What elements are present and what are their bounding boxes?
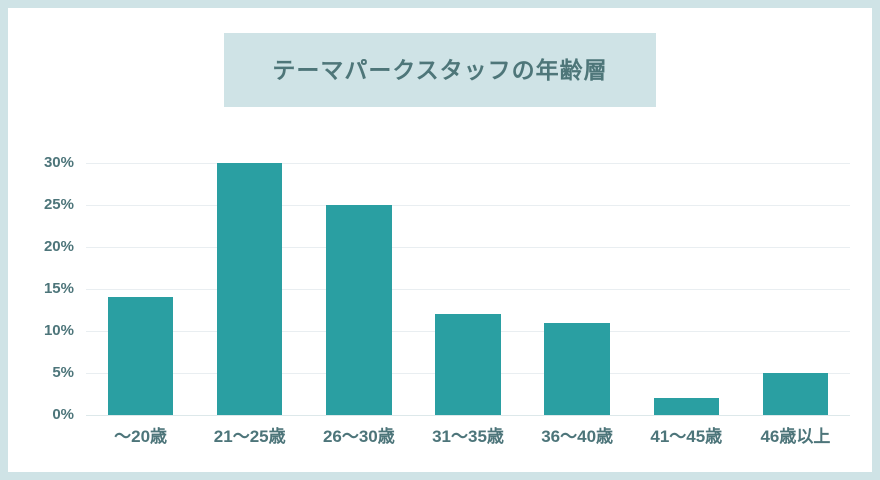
chart-title: テーマパークスタッフの年齢層 (272, 57, 608, 83)
bar-column (86, 163, 195, 415)
bar-column (741, 163, 850, 415)
bar-column (195, 163, 304, 415)
bar (544, 322, 610, 415)
x-tick-label: 41〜45歳 (650, 427, 723, 446)
plot-area: 〜20歳 21〜25歳 26〜30歳 31〜35歳 36〜40歳 41〜45歳 46歳以上 (86, 162, 850, 446)
gridline (86, 204, 850, 206)
x-tick-label: 21〜25歳 (213, 427, 286, 446)
y-tick-label: 30% (43, 154, 74, 171)
x-tick-label: 26〜30歳 (322, 427, 395, 446)
x-tick-label: 36〜40歳 (541, 427, 614, 446)
bar-column (304, 163, 413, 415)
bar (653, 398, 720, 415)
chart-title-box: テーマパークスタッフの年齢層 (224, 33, 656, 107)
gridline (86, 246, 850, 248)
gridline (86, 288, 850, 290)
bar-chart: 0% 5% 10% 15% 20% 25% 30% 〜20歳 21〜25歳 26〜30歳 31〜3… (28, 154, 850, 446)
y-tick-label: 15% (43, 280, 74, 297)
x-tick-label: 46歳以上 (760, 427, 831, 446)
bar-column (632, 163, 741, 415)
bar (216, 163, 283, 415)
bar-column (523, 163, 632, 415)
x-axis: 〜20歳 21〜25歳 26〜30歳 31〜35歳 36〜40歳 41〜45歳 46歳以上 (86, 422, 850, 447)
bars-container (86, 163, 850, 415)
y-tick-label: 5% (52, 364, 74, 382)
y-axis: 0% 5% 10% 15% 20% 25% 30% (28, 154, 86, 423)
bar-column (413, 163, 522, 415)
y-tick-label: 25% (43, 196, 74, 213)
y-tick-label: 0% (52, 406, 74, 423)
y-tick-label: 20% (43, 238, 74, 256)
x-axis-baseline (86, 414, 850, 416)
bar (762, 373, 829, 415)
bar (107, 297, 174, 415)
bar (435, 314, 501, 415)
bar (326, 205, 392, 415)
gridline (86, 162, 850, 164)
x-tick-label: 〜20歳 (114, 427, 168, 446)
y-tick-label: 10% (43, 322, 74, 340)
x-tick-label: 31〜35歳 (432, 427, 504, 446)
